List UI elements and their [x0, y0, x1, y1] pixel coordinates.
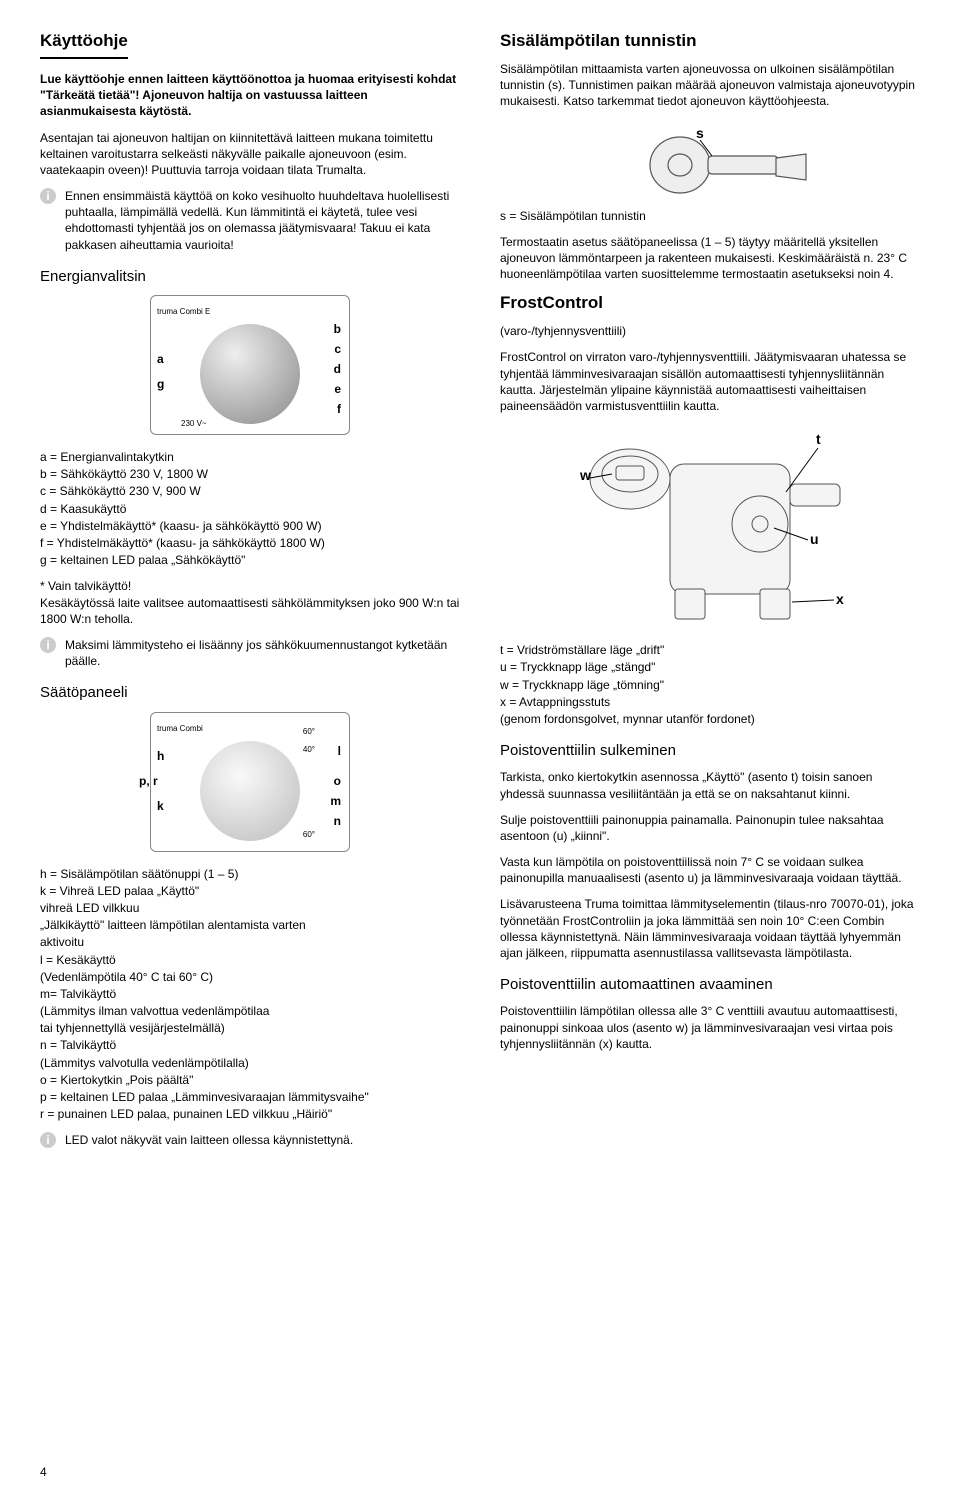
intro-paragraph-2: Asentajan tai ajoneuvon haltijan on kiin… — [40, 130, 460, 179]
paragraph-close-2: Sulje poistoventtiili painonuppia painam… — [500, 812, 920, 844]
svg-text:x: x — [836, 591, 844, 607]
heading-frostcontrol: FrostControl — [500, 292, 920, 315]
figure-control-panel: truma Combi h p, r k l o m n 60° 40° 60° — [150, 712, 350, 852]
intro-paragraph-1: Lue käyttöohje ennen laitteen käyttöönot… — [40, 71, 460, 120]
heading-auto-open: Poistoventtiilin automaattinen avaaminen — [500, 975, 920, 995]
paragraph-frostcontrol: FrostControl on virraton varo-/tyhjennys… — [500, 349, 920, 414]
info-block-1: i Ennen ensimmäistä käyttöä on koko vesi… — [40, 188, 460, 253]
figure-frostcontrol-valve: t u w x — [560, 424, 860, 634]
legend-control-panel: h = Sisälämpötilan säätönuppi (1 – 5) k … — [40, 866, 460, 1123]
svg-text:u: u — [810, 531, 819, 547]
info-block-3: i LED valot näkyvät vain laitteen olless… — [40, 1132, 460, 1148]
paragraph-close-1: Tarkista, onko kiertokytkin asennossa „K… — [500, 769, 920, 801]
page-number: 4 — [40, 1464, 47, 1480]
left-column: Käyttöohje Lue käyttöohje ennen laitteen… — [40, 30, 460, 1159]
figure-sensor: s — [600, 120, 820, 200]
paragraph-sensor: Sisälämpötilan mittaamista varten ajoneu… — [500, 61, 920, 110]
info-icon: i — [40, 188, 56, 204]
heading-guide: Käyttöohje — [40, 30, 128, 59]
legend-energy-selector: a = Energianvalintakytkin b = Sähkökäytt… — [40, 449, 460, 568]
sensor-label-s: s — [696, 125, 704, 141]
right-column: Sisälämpötilan tunnistin Sisälämpötilan … — [500, 30, 920, 1159]
info-text-3: LED valot näkyvät vain laitteen ollessa … — [65, 1132, 460, 1148]
heading-control-panel: Säätöpaneeli — [40, 683, 460, 703]
paragraph-thermostat: Termostaatin asetus säätöpaneelissa (1 –… — [500, 234, 920, 283]
paragraph-close-3: Vasta kun lämpötila on poistoventtiiliss… — [500, 854, 920, 886]
info-icon: i — [40, 637, 56, 653]
figure-energy-selector: truma Combi E a g b c d e f 230 V~ — [150, 295, 350, 435]
svg-text:t: t — [816, 431, 821, 447]
heading-sensor: Sisälämpötilan tunnistin — [500, 30, 920, 53]
paragraph-auto-open: Poistoventtiilin lämpötilan ollessa alle… — [500, 1003, 920, 1052]
paragraph-close-4: Lisävarusteena Truma toimittaa lämmityse… — [500, 896, 920, 961]
info-text-2: Maksimi lämmitysteho ei lisäänny jos säh… — [65, 637, 460, 669]
svg-text:w: w — [579, 467, 591, 483]
info-text-1: Ennen ensimmäistä käyttöä on koko vesihu… — [65, 188, 460, 253]
sensor-equals: s = Sisälämpötilan tunnistin — [500, 208, 920, 224]
info-icon: i — [40, 1132, 56, 1148]
heading-close-valve: Poistoventtiilin sulkeminen — [500, 741, 920, 761]
info-block-2: i Maksimi lämmitysteho ei lisäänny jos s… — [40, 637, 460, 669]
legend-valve: t = Vridströmställare läge „drift" u = T… — [500, 642, 920, 727]
heading-energy-selector: Energianvalitsin — [40, 267, 460, 287]
footnote-star: * Vain talvikäyttö! Kesäkäytössä laite v… — [40, 578, 460, 627]
frostcontrol-subtitle: (varo-/tyhjennysventtiili) — [500, 323, 920, 339]
